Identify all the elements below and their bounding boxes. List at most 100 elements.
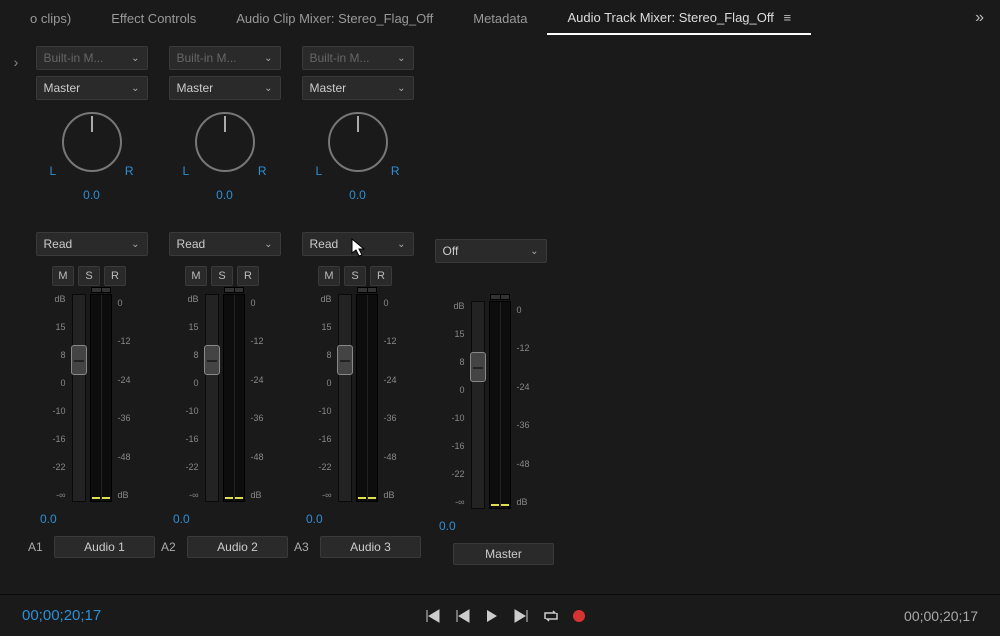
tab-audio-track-mixer[interactable]: Audio Track Mixer: Stereo_Flag_Off ≡ xyxy=(547,2,811,35)
automation-mode-dropdown[interactable]: Read ⌄ xyxy=(302,232,414,256)
volume-value[interactable]: 0.0 xyxy=(439,519,456,533)
pan-value[interactable]: 0.0 xyxy=(216,188,233,202)
input-device-dropdown[interactable]: Built-in M... ⌄ xyxy=(36,46,148,70)
tab-effect-controls[interactable]: Effect Controls xyxy=(91,3,216,34)
volume-fader[interactable] xyxy=(205,294,219,502)
pan-knob[interactable]: L R xyxy=(52,112,132,182)
output-assignment-dropdown[interactable]: Master ⌄ xyxy=(169,76,281,100)
pan-right-label: R xyxy=(391,164,400,178)
track-id: A3 xyxy=(294,540,314,554)
volume-fader[interactable] xyxy=(338,294,352,502)
panel-menu-icon[interactable]: ≡ xyxy=(784,10,792,25)
track-name[interactable]: Audio 3 xyxy=(320,536,421,558)
level-meter xyxy=(223,294,245,502)
pan-value[interactable]: 0.0 xyxy=(83,188,100,202)
volume-fader[interactable] xyxy=(72,294,86,502)
solo-button[interactable]: S xyxy=(211,266,233,286)
track-strip-a3: Built-in M... ⌄ Master ⌄ L R 0.0 Read ⌄ … xyxy=(292,46,423,565)
track-label-row: A3 Audio 3 xyxy=(294,536,421,558)
level-meter xyxy=(90,294,112,502)
msr-buttons: M S R xyxy=(185,266,259,286)
automation-mode-dropdown[interactable]: Read ⌄ xyxy=(169,232,281,256)
mute-button[interactable]: M xyxy=(318,266,340,286)
solo-button[interactable]: S xyxy=(78,266,100,286)
play-button[interactable] xyxy=(485,609,499,623)
clip-indicator[interactable] xyxy=(490,294,510,300)
track-strips: Built-in M... ⌄ Master ⌄ L R 0.0 Read ⌄ … xyxy=(26,46,556,565)
pan-knob[interactable]: L R xyxy=(318,112,398,182)
audio-track-mixer: › Built-in M... ⌄ Master ⌄ L R 0.0 Read … xyxy=(0,36,1000,565)
automation-mode-dropdown[interactable]: Off ⌄ xyxy=(435,239,547,263)
clip-indicator[interactable] xyxy=(224,287,244,293)
fader-handle[interactable] xyxy=(470,352,486,382)
clip-indicator[interactable] xyxy=(357,287,377,293)
record-enable-button[interactable]: R xyxy=(104,266,126,286)
chevron-down-icon: ⌄ xyxy=(131,83,139,94)
pan-left-label: L xyxy=(316,164,323,178)
fader-handle[interactable] xyxy=(204,345,220,375)
tab-metadata[interactable]: Metadata xyxy=(453,3,547,34)
input-device-dropdown[interactable]: Built-in M... ⌄ xyxy=(302,46,414,70)
chevron-down-icon: ⌄ xyxy=(264,239,272,250)
track-name[interactable]: Audio 2 xyxy=(187,536,288,558)
fader-scale: dB1580-10-16-22-∞ xyxy=(445,301,467,509)
chevron-down-icon: ⌄ xyxy=(397,83,405,94)
track-strip-a1: Built-in M... ⌄ Master ⌄ L R 0.0 Read ⌄ … xyxy=(26,46,157,565)
fader-handle[interactable] xyxy=(71,345,87,375)
record-button[interactable] xyxy=(573,610,585,622)
mute-button[interactable]: M xyxy=(52,266,74,286)
fader-meter-block: dB1580-10-16-22-∞ 0-12-24-36-48dB xyxy=(445,301,537,509)
chevron-down-icon: ⌄ xyxy=(264,53,272,64)
record-enable-button[interactable]: R xyxy=(370,266,392,286)
track-name[interactable]: Audio 1 xyxy=(54,536,155,558)
track-name[interactable]: Master xyxy=(453,543,554,565)
transport-bar: 00;00;20;17 00;00;20;17 xyxy=(0,594,1000,636)
chevron-down-icon: ⌄ xyxy=(530,246,538,257)
track-label-row: Master xyxy=(427,543,554,565)
level-meter xyxy=(356,294,378,502)
track-strip-a2: Built-in M... ⌄ Master ⌄ L R 0.0 Read ⌄ … xyxy=(159,46,290,565)
volume-value[interactable]: 0.0 xyxy=(306,512,323,526)
volume-fader[interactable] xyxy=(471,301,485,509)
output-assignment-dropdown[interactable]: Master ⌄ xyxy=(302,76,414,100)
solo-button[interactable]: S xyxy=(344,266,366,286)
tab-source-clips[interactable]: o clips) xyxy=(10,3,91,34)
record-enable-button[interactable]: R xyxy=(237,266,259,286)
tabs-overflow-icon[interactable]: » xyxy=(969,9,990,27)
step-back-button[interactable] xyxy=(455,609,471,623)
output-assignment-dropdown[interactable]: Master ⌄ xyxy=(36,76,148,100)
volume-value[interactable]: 0.0 xyxy=(40,512,57,526)
fader-scale: dB 15 8 0 -10 -16 -22 -∞ xyxy=(46,294,68,502)
expand-effects-chevron[interactable]: › xyxy=(6,46,26,70)
track-id: A1 xyxy=(28,540,48,554)
track-label-row: A1 Audio 1 xyxy=(28,536,155,558)
panel-tabs: o clips) Effect Controls Audio Clip Mixe… xyxy=(0,0,1000,36)
volume-value[interactable]: 0.0 xyxy=(173,512,190,526)
meter-scale: 0-12-24-36-48dB xyxy=(382,294,404,502)
fader-meter-block: dB1580-10-16-22-∞ 0-12-24-36-48dB xyxy=(312,294,404,502)
meter-scale: 0 -12 -24 -36 -48 dB xyxy=(116,294,138,502)
pan-value[interactable]: 0.0 xyxy=(349,188,366,202)
msr-buttons: M S R xyxy=(318,266,392,286)
pan-knob[interactable]: L R xyxy=(185,112,265,182)
chevron-down-icon: ⌄ xyxy=(131,53,139,64)
loop-button[interactable] xyxy=(543,609,559,623)
tab-audio-clip-mixer[interactable]: Audio Clip Mixer: Stereo_Flag_Off xyxy=(216,3,453,34)
input-device-dropdown[interactable]: Built-in M... ⌄ xyxy=(169,46,281,70)
fader-meter-block: dB 15 8 0 -10 -16 -22 -∞ 0 xyxy=(46,294,138,502)
fader-handle[interactable] xyxy=(337,345,353,375)
pan-left-label: L xyxy=(183,164,190,178)
track-id: A2 xyxy=(161,540,181,554)
chevron-down-icon: ⌄ xyxy=(264,83,272,94)
fader-meter-block: dB1580-10-16-22-∞ 0-12-24-36-48dB xyxy=(179,294,271,502)
track-strip-master: Off ⌄ dB1580-10-16-22-∞ 0-12-24-36-48dB xyxy=(425,46,556,565)
mute-button[interactable]: M xyxy=(185,266,207,286)
level-meter xyxy=(489,301,511,509)
go-to-in-button[interactable] xyxy=(425,609,441,623)
timecode-in[interactable]: 00;00;20;17 xyxy=(22,607,101,624)
automation-mode-dropdown[interactable]: Read ⌄ xyxy=(36,232,148,256)
transport-controls xyxy=(425,609,585,623)
clip-indicator[interactable] xyxy=(91,287,111,293)
timecode-out[interactable]: 00;00;20;17 xyxy=(904,608,978,624)
step-forward-button[interactable] xyxy=(513,609,529,623)
